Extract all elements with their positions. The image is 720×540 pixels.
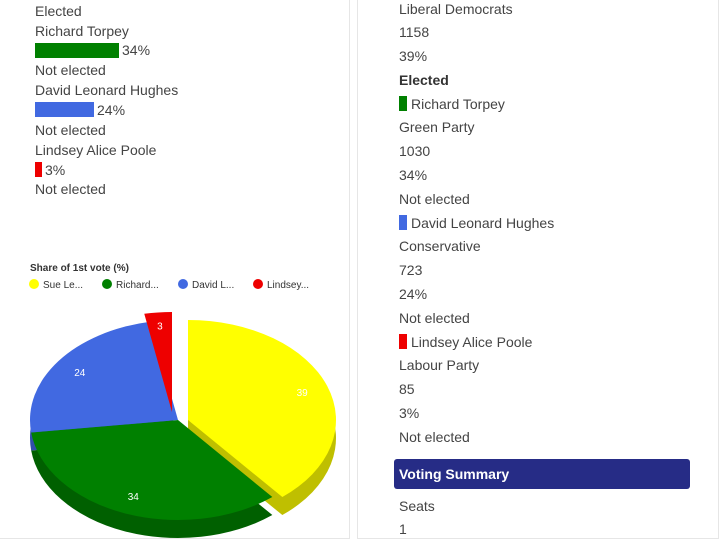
color-swatch	[399, 334, 407, 349]
candidate-name: Lindsey Alice Poole	[35, 142, 157, 158]
legend-label: Lindsey...	[267, 280, 310, 291]
legend-dot	[253, 279, 263, 289]
candidate-name: David Leonard Hughes	[399, 214, 554, 232]
party-name: Labour Party	[399, 357, 480, 373]
chart-title: Share of 1st vote (%)	[30, 263, 129, 274]
pie-data-label: 34	[128, 492, 140, 503]
legend-label: Sue Le...	[43, 280, 84, 291]
candidate-name-text: David Leonard Hughes	[411, 215, 555, 231]
color-swatch	[399, 215, 407, 230]
legend-dot	[29, 279, 39, 289]
vote-share-bar	[35, 43, 119, 58]
candidate-name: Lindsey Alice Poole	[399, 333, 532, 351]
pie-data-label: 39	[297, 388, 309, 399]
pie-slice[interactable]	[188, 320, 337, 498]
vote-count: 1158	[399, 24, 430, 40]
party-name: Conservative	[399, 238, 481, 254]
pie-slice[interactable]	[31, 420, 273, 520]
pie-data-label: 3	[157, 321, 163, 332]
vote-percent: 39%	[399, 48, 428, 64]
seats-value: 1	[399, 521, 407, 537]
vote-share-label: 34%	[122, 42, 151, 58]
results-detail-panel	[357, 0, 719, 539]
candidate-status: Not elected	[35, 122, 106, 138]
candidate-name: Richard Torpey	[399, 95, 505, 113]
candidate-status: Elected	[35, 3, 82, 19]
vote-count: 723	[399, 262, 423, 278]
party-name: Liberal Democrats	[399, 1, 513, 17]
legend-item[interactable]: Lindsey...	[253, 279, 309, 291]
legend-item[interactable]: Richard...	[102, 279, 159, 291]
candidate-name-text: Lindsey Alice Poole	[411, 334, 533, 350]
vote-percent: 34%	[399, 167, 428, 183]
vote-percent: 3%	[399, 405, 420, 421]
candidate-status: Not elected	[35, 62, 106, 78]
vote-share-bar	[35, 162, 42, 177]
pie-chart: 39 34 24 3	[29, 312, 337, 538]
candidate-status: Not elected	[399, 310, 470, 326]
candidate-status: Elected	[399, 72, 449, 88]
voting-summary-header: Voting Summary	[394, 459, 690, 489]
pie-slice[interactable]	[29, 321, 178, 433]
legend-label: David L...	[192, 280, 235, 291]
seats-label: Seats	[399, 498, 435, 514]
pie-data-label: 24	[74, 368, 86, 379]
candidate-status: Not elected	[399, 429, 470, 445]
vote-share-label: 3%	[45, 162, 66, 178]
legend-dot	[102, 279, 112, 289]
vote-share-bar	[35, 102, 94, 117]
candidate-name-text: Richard Torpey	[411, 96, 505, 112]
legend-item[interactable]: David L...	[178, 279, 234, 291]
vote-count: 85	[399, 381, 415, 397]
vote-count: 1030	[399, 143, 431, 159]
legend-label: Richard...	[116, 280, 159, 291]
legend-item[interactable]: Sue Le...	[29, 279, 83, 291]
vote-percent: 24%	[399, 286, 428, 302]
party-name: Green Party	[399, 119, 475, 135]
candidate-name: David Leonard Hughes	[35, 82, 179, 98]
candidate-status: Not elected	[399, 191, 470, 207]
color-swatch	[399, 96, 407, 111]
pie-slice[interactable]	[144, 312, 172, 412]
candidate-name: Richard Torpey	[35, 23, 129, 39]
legend-dot	[178, 279, 188, 289]
candidate-status: Not elected	[35, 181, 106, 197]
vote-share-label: 24%	[97, 102, 126, 118]
